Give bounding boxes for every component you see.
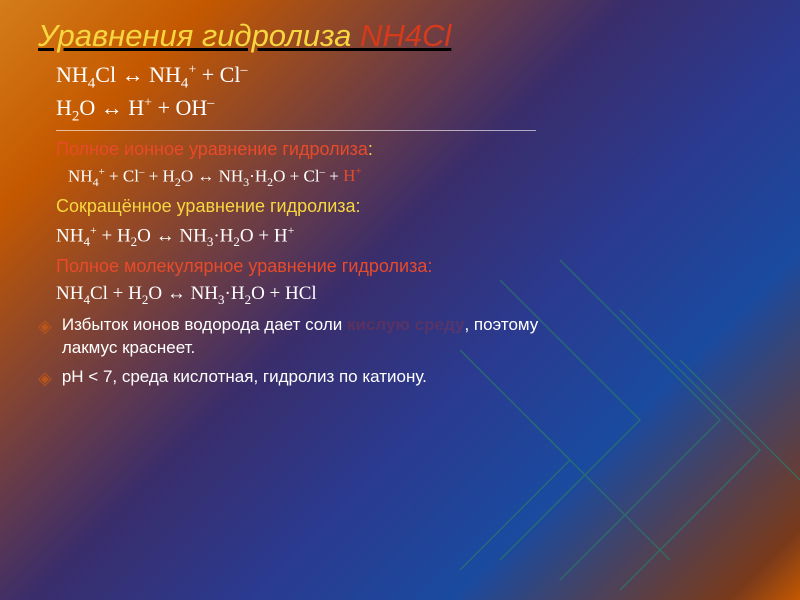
equation-full-ionic: NH4+ + Cl– + H2O ↔ NH3·H2O + Cl– + H+ [68,166,762,190]
equation-short-ionic: NH4+ + H2O ↔ NH3·H2O + H+ [56,223,762,250]
bullet-icon: ◈ [38,316,52,337]
title-text-main: Уравнения гидролиза [38,18,360,53]
bullet-excess-ions: ◈ Избыток ионов водорода дает соли кислу… [38,314,762,360]
label-full-ionic: Полное ионное уравнение гидролиза: [56,139,762,160]
slide-content: Уравнения гидролиза NH4Cl NH4Cl ↔ NH4+ +… [0,0,800,409]
bullet-ph: ◈ рН < 7, среда кислотная, гидролиз по к… [38,366,762,389]
ph-text: рН < 7, среда кислотная, гидролиз по кат… [62,366,427,389]
bullet-icon: ◈ [38,368,52,389]
equation-dissociation-salt: NH4Cl ↔ NH4+ + Cl– [56,62,762,92]
slide-title: Уравнения гидролиза NH4Cl [38,18,762,54]
title-formula: NH4Cl [360,18,451,53]
divider-line [56,130,536,131]
label-full-molecular: Полное молекулярное уравнение гидролиза: [56,256,762,277]
equation-dissociation-water: H2O ↔ H+ + OH– [56,95,762,125]
equation-full-molecular: NH4Cl + H2O ↔ NH3·H2O + HCl [56,283,762,308]
excess-ions-text: Избыток ионов водорода дает соли кислую … [62,314,538,360]
label-short-ionic: Сокращённое уравнение гидролиза: [56,196,762,217]
